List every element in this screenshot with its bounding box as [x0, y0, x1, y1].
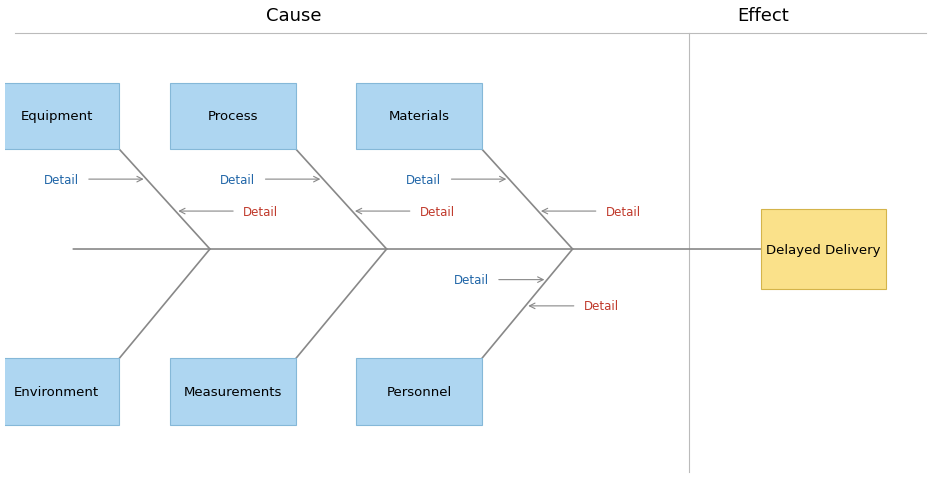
FancyBboxPatch shape	[356, 359, 482, 425]
Text: Detail: Detail	[243, 205, 279, 218]
FancyBboxPatch shape	[356, 84, 482, 150]
Text: Materials: Materials	[388, 110, 449, 123]
FancyBboxPatch shape	[171, 359, 296, 425]
Text: Equipment: Equipment	[21, 110, 93, 123]
Text: Detail: Detail	[220, 173, 255, 186]
FancyBboxPatch shape	[171, 84, 296, 150]
FancyBboxPatch shape	[0, 359, 119, 425]
Text: Detail: Detail	[584, 300, 619, 313]
FancyBboxPatch shape	[0, 84, 119, 150]
Text: Measurements: Measurements	[184, 385, 282, 398]
Text: Detail: Detail	[406, 173, 441, 186]
Text: Effect: Effect	[737, 7, 789, 25]
Text: Detail: Detail	[420, 205, 455, 218]
Text: Personnel: Personnel	[386, 385, 452, 398]
Text: Process: Process	[208, 110, 259, 123]
Text: Detail: Detail	[606, 205, 642, 218]
Text: Delayed Delivery: Delayed Delivery	[766, 243, 881, 256]
Text: Environment: Environment	[14, 385, 99, 398]
FancyBboxPatch shape	[761, 209, 886, 290]
Text: Detail: Detail	[43, 173, 79, 186]
Text: Detail: Detail	[453, 274, 489, 287]
Text: Cause: Cause	[265, 7, 322, 25]
